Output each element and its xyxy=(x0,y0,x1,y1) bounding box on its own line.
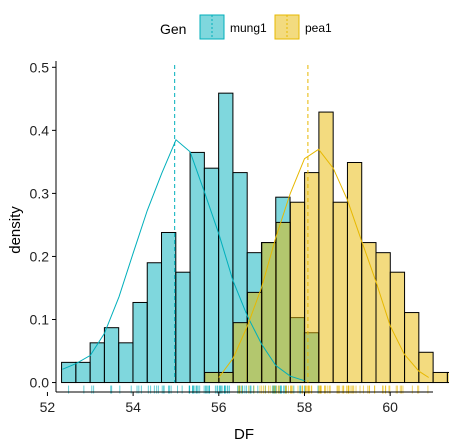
x-axis-title: DF xyxy=(234,426,254,443)
x-tick-label: 54 xyxy=(125,399,141,415)
bar-pea1-15 xyxy=(418,351,434,384)
bar-pea1-14 xyxy=(404,312,420,384)
bar-pea1-10 xyxy=(346,162,363,384)
legend-label-pea1: pea1 xyxy=(305,21,332,35)
plot-area xyxy=(61,65,449,394)
y-tick-label: 0.5 xyxy=(30,59,50,75)
bar-pea1-12 xyxy=(375,252,391,384)
bar-mung1-2 xyxy=(89,342,105,384)
bar-pea1-7 xyxy=(304,172,320,384)
bar-mung1-0 xyxy=(61,361,77,384)
x-tick-label: 60 xyxy=(382,399,398,415)
y-tick-label: 0.3 xyxy=(30,185,50,201)
bar-mung1-1 xyxy=(75,361,91,384)
bar-pea1-6 xyxy=(289,201,306,384)
bar-pea1-16 xyxy=(432,371,448,384)
bar-pea1-0 xyxy=(204,371,220,384)
x-tick-label: 56 xyxy=(211,399,227,415)
x-tick-label: 52 xyxy=(40,399,56,415)
legend-title: Gen xyxy=(160,21,186,37)
bar-pea1-9 xyxy=(332,201,348,384)
bar-mung1-6 xyxy=(146,262,163,384)
bar-mung1-10 xyxy=(203,167,220,384)
bar-mung1-4 xyxy=(118,342,134,384)
bar-mung1-7 xyxy=(161,231,177,384)
legend: Gen mung1 pea1 xyxy=(160,14,332,40)
bars-pea1 xyxy=(204,111,449,384)
y-axis-title: density xyxy=(7,206,24,254)
bar-mung1-11 xyxy=(218,92,234,384)
axis-ticks: 0.0 0.1 0.2 0.3 0.4 0.5 52 54 56 58 60 xyxy=(30,59,399,415)
density-curve-mung1 xyxy=(62,138,305,382)
y-tick-label: 0.4 xyxy=(30,122,50,138)
y-tick-label: 0.0 xyxy=(30,375,50,391)
legend-label-mung1: mung1 xyxy=(230,21,267,35)
bar-mung1-8 xyxy=(175,271,191,384)
bar-pea1-11 xyxy=(361,242,377,384)
bar-pea1-4 xyxy=(261,242,277,384)
bar-mung1-3 xyxy=(103,327,120,384)
y-tick-label: 0.1 xyxy=(30,311,50,327)
y-tick-label: 0.2 xyxy=(30,248,50,264)
bar-mung1-5 xyxy=(132,301,148,384)
x-tick-label: 58 xyxy=(297,399,313,415)
bar-pea1-5 xyxy=(275,221,291,384)
density-curve-pea1 xyxy=(218,148,429,378)
bar-pea1-13 xyxy=(389,271,406,384)
bar-pea1-17 xyxy=(446,371,449,384)
